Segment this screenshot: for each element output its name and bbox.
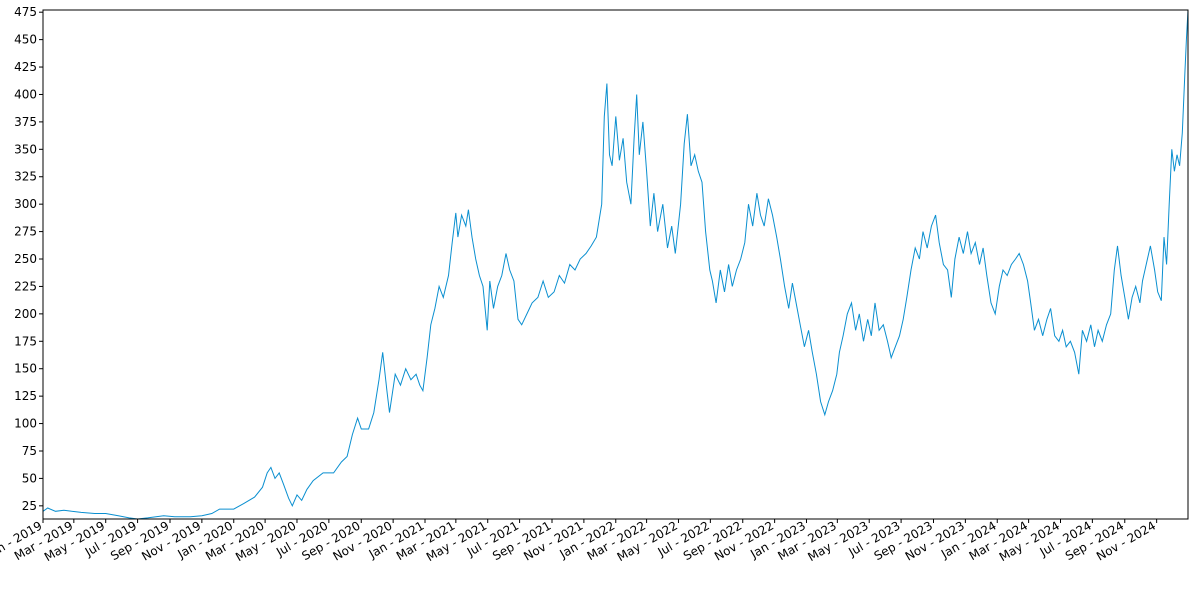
y-tick-label: 175 [14, 334, 37, 348]
y-tick-label: 200 [14, 307, 37, 321]
y-axis: 25 50 75 100 125 150 175 200 225 250 275 300 325 350 3… [14, 5, 43, 513]
y-tick-label: 275 [14, 225, 37, 239]
y-tick-label: 450 [14, 33, 37, 47]
y-tick-label: 150 [14, 362, 37, 376]
y-tick-label: 100 [14, 417, 37, 431]
y-tick-label: 225 [14, 279, 37, 293]
y-tick-label: 250 [14, 252, 37, 266]
y-tick-label: 125 [14, 389, 37, 403]
y-tick-label: 25 [22, 499, 37, 513]
plot-frame [42, 9, 1189, 520]
series-line [42, 9, 1189, 520]
y-tick-label: 375 [14, 115, 37, 129]
y-tick-label: 325 [14, 170, 37, 184]
y-tick-label: 475 [14, 5, 37, 19]
y-tick-label: 425 [14, 60, 37, 74]
y-tick-label: 75 [22, 444, 37, 458]
y-tick-label: 50 [22, 471, 37, 485]
y-tick-label: 350 [14, 142, 37, 156]
y-tick-label: 400 [14, 87, 37, 101]
y-tick-label: 300 [14, 197, 37, 211]
plot-background [43, 10, 1188, 519]
